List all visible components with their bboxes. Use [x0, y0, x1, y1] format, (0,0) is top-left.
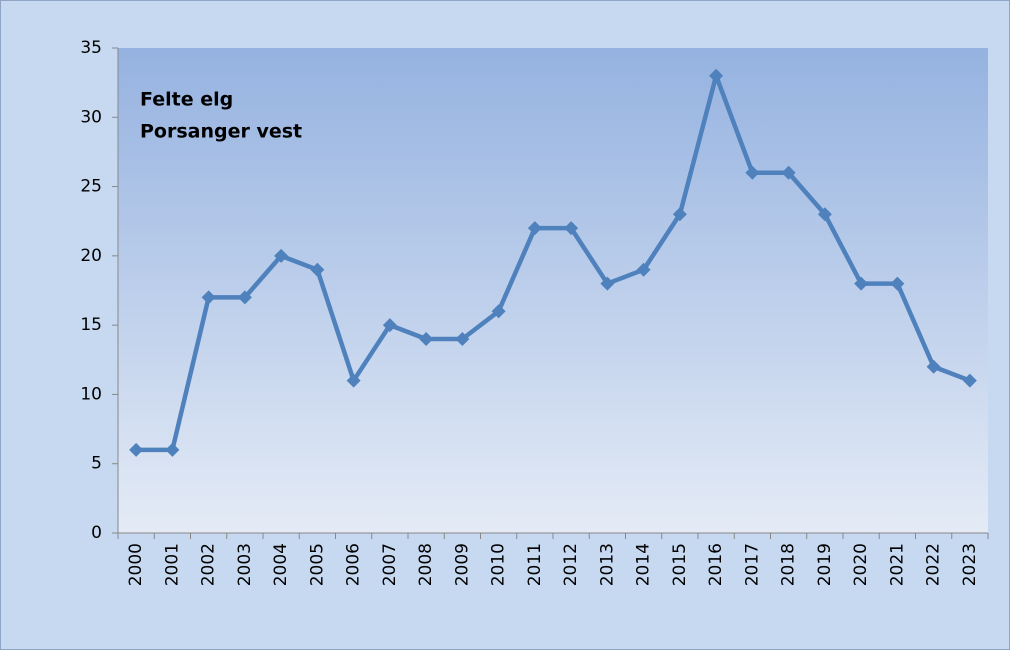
- marker: [455, 332, 470, 346]
- chart-title: Felte elg: [140, 89, 233, 111]
- x-tick-label: 2006: [344, 543, 364, 586]
- x-tick-label: 2004: [271, 543, 291, 586]
- marker: [600, 276, 615, 291]
- x-tick-label: 2014: [634, 543, 654, 586]
- y-tick-label: 20: [80, 246, 102, 266]
- marker: [564, 221, 579, 236]
- marker: [274, 248, 289, 263]
- x-tick-label: 2003: [235, 543, 255, 586]
- marker: [817, 207, 832, 222]
- x-tick-label: 2010: [489, 543, 509, 586]
- marker: [382, 318, 397, 333]
- x-tick-label: 2015: [670, 543, 690, 586]
- marker: [636, 262, 651, 277]
- y-tick-label: 0: [91, 523, 102, 543]
- x-tick-label: 2019: [815, 543, 835, 586]
- x-tick-label: 2012: [561, 543, 581, 586]
- x-tick-label: 2013: [597, 543, 617, 586]
- x-tick-label: 2018: [779, 543, 799, 586]
- marker: [962, 373, 977, 388]
- marker: [745, 165, 760, 180]
- x-tick-label: 2023: [960, 543, 980, 586]
- plot-area: [118, 48, 988, 533]
- x-tick-label: 2005: [307, 543, 327, 586]
- marker: [165, 442, 180, 457]
- marker: [129, 442, 144, 457]
- x-tick-label: 2016: [706, 543, 726, 586]
- x-tick-label: 2009: [452, 543, 472, 586]
- chart-subtitle: Porsanger vest: [140, 121, 302, 143]
- marker: [310, 262, 325, 277]
- line: [136, 73, 971, 453]
- y-tick-label: 35: [80, 38, 102, 58]
- x-tick-label: 2020: [851, 543, 871, 586]
- marker: [854, 276, 869, 291]
- marker: [201, 290, 216, 305]
- marker: [890, 276, 905, 291]
- y-tick-label: 10: [80, 384, 102, 404]
- y-tick-label: 5: [91, 454, 102, 474]
- x-tick-label: 2001: [162, 543, 182, 586]
- marker: [419, 332, 434, 346]
- x-tick-label: 2017: [742, 543, 762, 586]
- x-tick-label: 2002: [199, 543, 219, 586]
- marker: [926, 359, 941, 374]
- x-tick-label: 2022: [924, 543, 944, 586]
- marker: [781, 165, 796, 180]
- marker: [346, 373, 361, 388]
- x-tick-label: 2021: [887, 543, 907, 586]
- marker: [527, 221, 542, 236]
- x-tick-label: 2008: [416, 543, 436, 586]
- x-tick-label: 2007: [380, 543, 400, 586]
- y-tick-label: 25: [80, 177, 102, 197]
- y-tick-label: 15: [80, 315, 102, 335]
- x-tick-label: 2011: [525, 543, 545, 586]
- marker: [491, 304, 506, 319]
- marker: [237, 290, 252, 305]
- y-tick-label: 30: [80, 107, 102, 127]
- marker: [709, 68, 724, 83]
- marker: [672, 207, 687, 222]
- x-tick-label: 2000: [126, 543, 146, 586]
